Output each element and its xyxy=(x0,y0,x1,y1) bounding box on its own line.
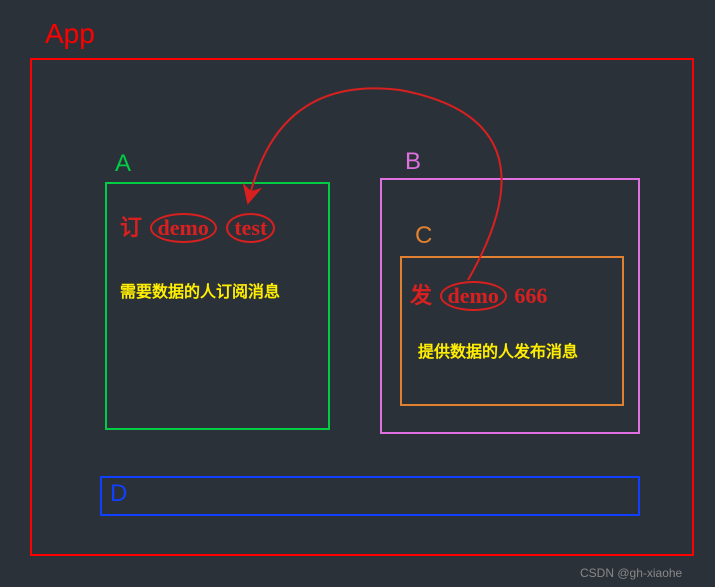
box-c-hw-prefix: 发 xyxy=(410,283,432,308)
box-c-label: C xyxy=(415,222,432,250)
box-d-label: D xyxy=(110,480,127,508)
box-a-desc: 需要数据的人订阅消息 xyxy=(120,278,280,302)
box-a-label: A xyxy=(115,150,131,178)
box-a-hw-word-1: test xyxy=(226,213,275,243)
watermark: CSDN @gh-xiaohe xyxy=(580,566,682,580)
box-a-hw-word-0: demo xyxy=(150,213,217,243)
box-a-hw-prefix: 订 xyxy=(120,215,142,240)
box-d xyxy=(100,476,640,516)
box-b-label: B xyxy=(405,148,421,176)
app-label: App xyxy=(45,18,95,50)
box-c-handwritten: 发 demo 666 xyxy=(410,278,547,311)
box-c-hw-word-1: 666 xyxy=(514,283,547,308)
box-a-handwritten: 订 demo test xyxy=(120,210,277,243)
box-c-desc: 提供数据的人发布消息 xyxy=(418,338,578,362)
box-c-hw-word-0: demo xyxy=(440,281,507,311)
